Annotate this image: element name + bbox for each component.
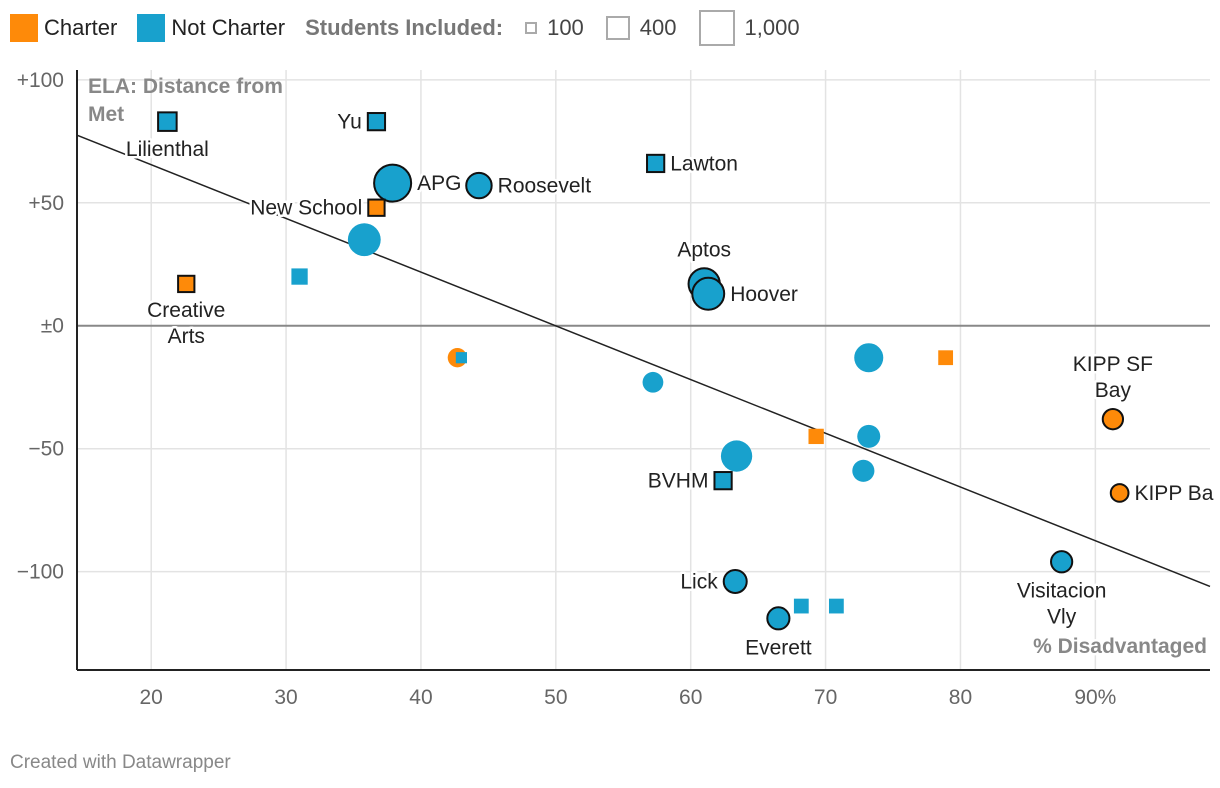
data-point-circle — [766, 606, 791, 631]
point-label: Lawton — [670, 152, 738, 175]
data-point-circle — [691, 276, 726, 311]
data-point-square — [646, 153, 666, 174]
x-tick-label: 30 — [274, 686, 297, 709]
data-point-circle — [642, 371, 664, 393]
data-point-square — [808, 428, 824, 445]
trend-line — [76, 134, 1211, 588]
data-point-circle — [1050, 550, 1074, 574]
x-tick-label: 50 — [544, 686, 567, 709]
point-label: Lick — [680, 570, 718, 593]
footer-credit: Created with Datawrapper — [10, 752, 231, 773]
point-label-line: Lilienthal — [126, 138, 209, 161]
y-tick-label: −100 — [17, 561, 64, 584]
point-label: Lilienthal — [126, 138, 209, 161]
y-tick-label: +50 — [28, 192, 64, 215]
data-point-circle — [854, 343, 884, 373]
x-tick-label: 90% — [1074, 686, 1116, 709]
charter-swatch — [10, 14, 38, 42]
legend-charter: Charter — [10, 14, 117, 42]
point-label: KIPP SF Bay — [1073, 353, 1153, 402]
data-point-square — [157, 111, 178, 132]
y-axis-title-line: ELA: Distance from — [88, 75, 283, 98]
point-label-line: Arts — [168, 325, 205, 348]
data-point-circle — [852, 459, 875, 482]
data-points — [157, 111, 1130, 631]
point-label-line: KIPP SF — [1073, 353, 1153, 376]
x-tick-label: 60 — [679, 686, 702, 709]
y-axis-title: ELA: Distance from Met — [88, 75, 283, 126]
data-point-square — [291, 268, 308, 285]
point-label: Visitacion Vly — [1017, 579, 1107, 628]
point-label: BVHM — [648, 470, 709, 493]
data-point-circle — [720, 440, 753, 472]
axes: 20 30 40 50 60 70 80 90% +100 +50 ±0 −50 −100 ELA: Di… — [17, 69, 1210, 709]
grid — [77, 70, 1210, 670]
point-label: KIPP Ba — [1134, 482, 1213, 505]
x-axis-title: % Disadvantaged — [1033, 635, 1207, 658]
point-label-line: Aptos — [677, 238, 731, 261]
not-charter-swatch — [137, 14, 166, 42]
legend-size-title: Students Included: — [305, 15, 504, 40]
data-point-circle — [347, 223, 381, 257]
point-label: Hoover — [730, 283, 798, 306]
x-tick-label: 40 — [409, 686, 432, 709]
data-point-circle — [857, 424, 881, 448]
size-100-label: 100 — [547, 15, 584, 40]
legend-size-400: 400 — [605, 15, 677, 41]
data-point-square — [177, 274, 196, 294]
data-point-circle — [1101, 408, 1125, 431]
data-point-circle — [465, 171, 493, 200]
y-tick-label: −50 — [28, 438, 64, 461]
size-1000-label: 1,000 — [744, 15, 800, 40]
point-labels: Lilienthal Yu APG Roosevelt Lawton New School… — [123, 108, 1216, 662]
size-400-label: 400 — [639, 15, 677, 40]
data-point-square — [366, 112, 387, 132]
point-label-line: Bay — [1095, 379, 1132, 402]
point-label-line: Creative — [147, 299, 225, 322]
data-point-square — [713, 471, 733, 491]
point-label-line: Visitacion — [1017, 579, 1107, 602]
point-label: Aptos — [677, 238, 731, 261]
data-point-square — [455, 352, 468, 364]
point-label: Creative Arts — [147, 299, 225, 348]
data-point-circle — [373, 163, 413, 203]
legend-not-charter: Not Charter — [137, 14, 285, 42]
point-label-line: Vly — [1047, 605, 1077, 628]
legend-charter-label: Charter — [44, 15, 118, 40]
scatter-chart: 20 30 40 50 60 70 80 90% +100 +50 ±0 −50 −100 ELA: Di… — [16, 68, 1216, 709]
x-tick-label: 70 — [814, 686, 837, 709]
data-point-square — [828, 598, 844, 614]
legend-not-charter-label: Not Charter — [171, 15, 286, 40]
point-label: APG — [417, 172, 461, 195]
trend-line-group — [76, 134, 1211, 588]
size-1000-square — [698, 10, 735, 46]
legend-size-1000: 1,000 — [698, 10, 800, 46]
point-label: Everett — [745, 636, 812, 659]
data-point-square — [793, 598, 809, 614]
data-point-circle — [722, 568, 748, 594]
data-point-square — [938, 350, 954, 366]
point-label: Yu — [337, 111, 362, 134]
legend-size-100: 100 — [525, 15, 584, 41]
point-label: Roosevelt — [498, 175, 592, 198]
size-100-square — [525, 22, 538, 34]
point-label-line: Everett — [745, 636, 812, 659]
x-tick-label: 20 — [140, 686, 163, 709]
data-point-square — [367, 198, 386, 217]
y-tick-label: ±0 — [41, 315, 64, 338]
legend: Charter Not Charter Students Included: 1… — [10, 10, 822, 46]
x-tick-label: 80 — [949, 686, 972, 709]
point-label: New School — [250, 197, 362, 220]
y-axis-title-line: Met — [88, 103, 124, 126]
data-point-circle — [1109, 483, 1130, 503]
size-400-square — [605, 16, 630, 40]
y-tick-label: +100 — [17, 69, 64, 92]
